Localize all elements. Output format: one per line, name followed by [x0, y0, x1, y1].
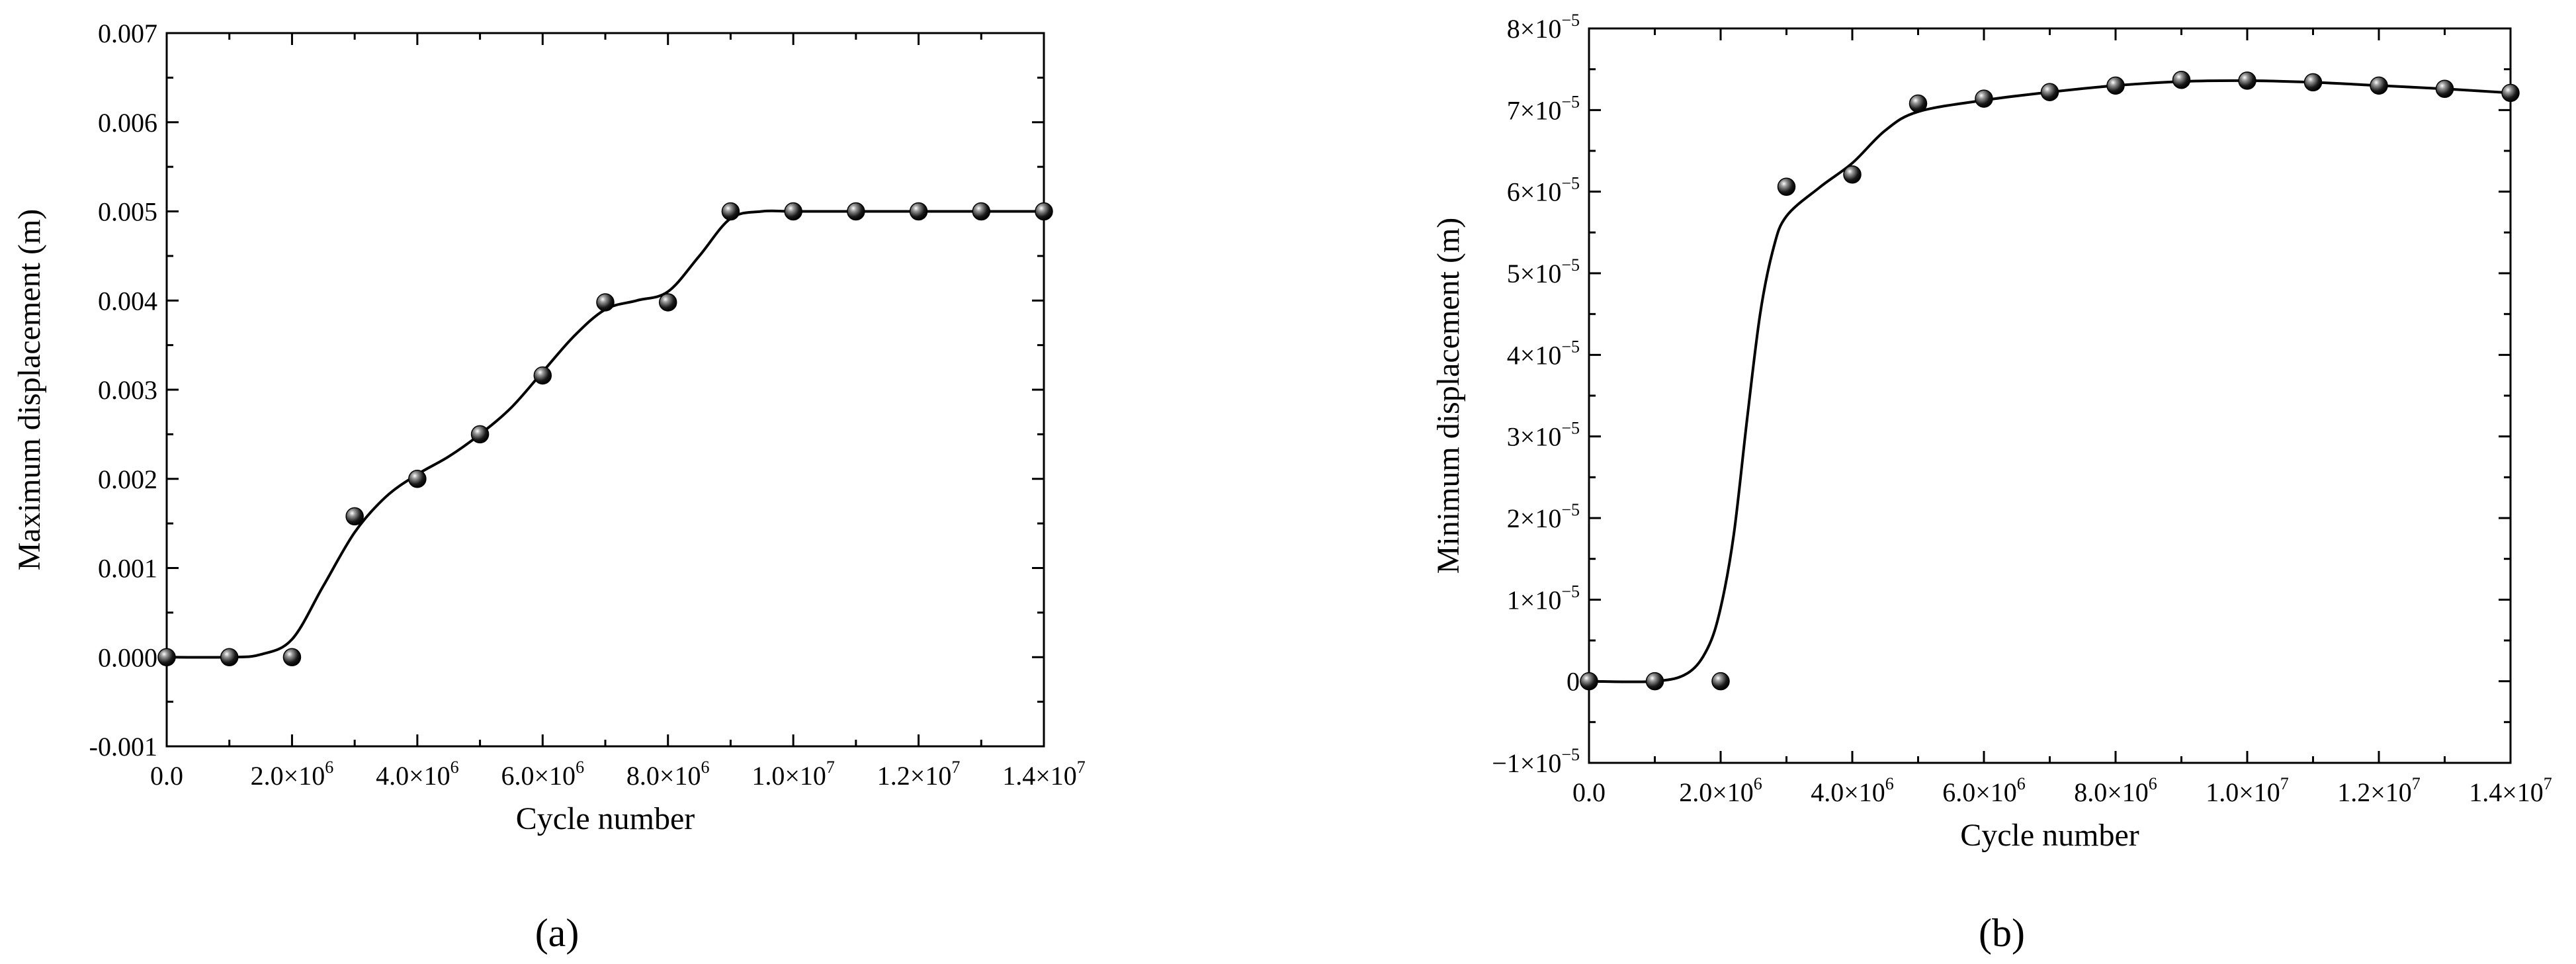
panel-a-data-point	[721, 202, 740, 221]
panel-a-y-tick-label: 0.002	[98, 464, 157, 494]
panel-a-y-tick-label: 0.004	[98, 286, 157, 316]
panel-a-data-point	[345, 507, 364, 526]
panel-b-data-point	[2040, 83, 2059, 101]
panel-a-x-tick-label: 6.0×106	[501, 758, 585, 791]
panel-a-data-point	[282, 648, 302, 666]
panel-a-label: (a)	[535, 911, 580, 955]
panel-a-y-tick-label: 0.000	[98, 642, 157, 672]
panel-a-fit-curve	[166, 209, 1044, 659]
panel-b-y-tick-label: 6×10−5	[1507, 174, 1580, 207]
panel-b-x-tick-label: 0.0	[1572, 777, 1606, 807]
panel-b-y-tick-label: 2×10−5	[1507, 500, 1580, 533]
panel-a-y-tick-label: 0.007	[98, 19, 157, 48]
panel-b-x-tick-label: 8.0×106	[2074, 774, 2157, 807]
panel-a-data-point	[157, 648, 176, 666]
panel-b-x-tick-label: 2.0×106	[1679, 774, 1762, 807]
panel-a-data-point	[220, 648, 239, 666]
panel-b-data-point	[1580, 672, 1598, 691]
panel-b-y-axis-title: Minimum displacement (m)	[1431, 218, 1466, 574]
panel-a-x-tick-label: 1.2×107	[877, 758, 961, 791]
panel-a-plot-frame	[165, 32, 1045, 748]
panel-b-data-point	[1843, 165, 1862, 184]
panel-a-x-tick-label: 1.4×107	[1002, 758, 1086, 791]
panel-a-x-axis-title: Cycle number	[516, 801, 695, 836]
panel-a-y-axis-title: Maximum displacement (m)	[12, 209, 47, 571]
panel-a-data-point	[596, 293, 615, 312]
panel-a-y-tick-label: 0.005	[98, 197, 157, 227]
panel-a-data-point	[408, 470, 427, 488]
panel-b-x-tick-label: 1.0×107	[2206, 774, 2289, 807]
panel-a-data-point	[909, 202, 928, 221]
panel-b-x-axis-title: Cycle number	[1960, 818, 2139, 853]
panel-b-data-point	[2172, 70, 2191, 89]
panel-b-y-tick-label: −1×10−5	[1492, 745, 1580, 778]
panel-a-data-point	[470, 425, 490, 444]
panel-b-y-tick-label: 8×10−5	[1507, 11, 1580, 44]
panel-a-y-tick-label: 0.001	[98, 554, 157, 584]
panel-b-y-tick-label: 5×10−5	[1507, 255, 1580, 288]
panel-b-data-point	[2303, 73, 2323, 92]
panel-b-data-point	[1711, 672, 1730, 691]
panel-b-data-point	[1645, 672, 1664, 691]
panel-a-y-tick-label: -0.001	[89, 732, 157, 762]
panel-b-label: (b)	[1979, 911, 2025, 955]
panel-b-x-tick-label: 1.4×107	[2469, 774, 2552, 807]
panel-b-y-tick-label: 0	[1567, 667, 1580, 697]
panel-a-x-tick-label: 2.0×106	[251, 758, 334, 791]
panel-a-data-point	[784, 202, 802, 221]
panel-b-plot-frame	[1588, 27, 2512, 764]
panel-a-x-tick-label: 4.0×106	[376, 758, 459, 791]
panel-b-fit-curve	[1588, 79, 2511, 683]
panel-b-y-tick-label: 4×10−5	[1507, 337, 1580, 370]
panel-a-y-tick-label: 0.006	[98, 108, 157, 138]
panel-a-chart: 0.0 2.0×106 4.0×106 6.0×106 8.0×106 1.0×107 1.…	[12, 19, 1086, 836]
panel-b-x-tick-label: 4.0×106	[1811, 774, 1894, 807]
panel-b-data-point	[2501, 83, 2520, 103]
panel-a-data-point	[658, 293, 677, 312]
panel-b-data-point	[1777, 177, 1796, 197]
panel-b-data-point	[1909, 94, 1928, 113]
panel-a-data-point	[533, 366, 552, 385]
panel-b-data-point	[2435, 79, 2454, 99]
panel-a-x-tick-label: 1.0×107	[751, 758, 835, 791]
panel-b-chart: 0.0 2.0×106 4.0×106 6.0×106 8.0×106 1.0×107 1.…	[1431, 11, 2552, 853]
panel-b-data-point	[2370, 76, 2388, 95]
panel-a-y-tick-label: 0.003	[98, 375, 157, 405]
panel-b-y-tick-label: 7×10−5	[1507, 92, 1580, 125]
panel-a-x-tick-label: 0.0	[150, 761, 183, 791]
panel-a-data-point	[1035, 202, 1053, 221]
panel-b-data-point	[1975, 89, 1993, 108]
panel-b-y-tick-label: 3×10−5	[1507, 419, 1580, 452]
panel-b-data-point	[2238, 71, 2256, 90]
panel-b-data-point	[2106, 76, 2125, 95]
panel-a-data-point	[972, 202, 991, 221]
panel-a-x-tick-label: 8.0×106	[626, 758, 710, 791]
panel-b-y-tick-label: 1×10−5	[1507, 582, 1580, 615]
panel-b-x-tick-label: 6.0×106	[1942, 774, 2026, 807]
panel-a-data-point	[847, 202, 865, 221]
panel-b-x-tick-label: 1.2×107	[2337, 774, 2421, 807]
